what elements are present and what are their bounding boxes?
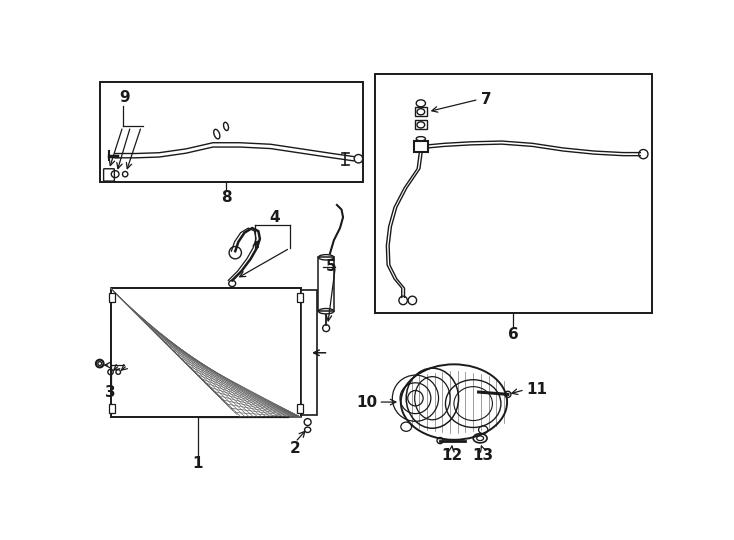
Text: 12: 12	[441, 448, 462, 463]
Text: 3: 3	[105, 384, 116, 400]
Text: 8: 8	[221, 190, 231, 205]
Bar	[415, 107, 427, 117]
Text: 6: 6	[508, 327, 519, 342]
Text: 2: 2	[290, 441, 301, 456]
Text: 13: 13	[472, 448, 493, 463]
Bar	[414, 141, 428, 152]
Text: 11: 11	[526, 382, 547, 397]
Text: 9: 9	[119, 90, 130, 105]
Bar	[374, 74, 652, 313]
Bar	[297, 403, 303, 413]
Text: 1: 1	[192, 456, 203, 471]
Text: 7: 7	[481, 92, 492, 107]
Text: 5: 5	[325, 259, 336, 274]
Text: 10: 10	[357, 395, 377, 409]
Bar	[297, 293, 303, 302]
Bar	[302, 291, 317, 415]
Bar	[100, 82, 363, 182]
Bar	[415, 120, 427, 130]
Text: 4: 4	[269, 210, 280, 225]
Bar	[319, 257, 334, 311]
Bar	[109, 293, 115, 302]
Bar	[111, 288, 302, 417]
Bar	[109, 403, 115, 413]
